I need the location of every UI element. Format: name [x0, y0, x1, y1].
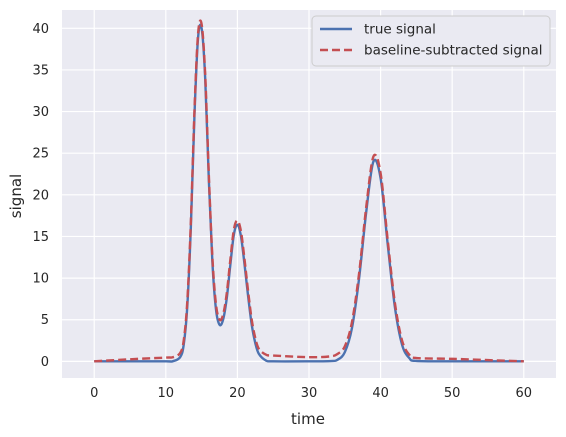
- legend-box: [311, 15, 551, 67]
- y-tick-label: 5: [41, 313, 49, 328]
- y-tick-label: 25: [32, 147, 49, 162]
- y-tick-label: 20: [32, 188, 49, 203]
- legend-baseline-subtracted-label: baseline-subtracted signal: [364, 43, 543, 59]
- x-tick-label: 40: [372, 386, 389, 401]
- y-tick-label: 0: [41, 355, 49, 370]
- x-tick-label: 20: [229, 386, 246, 401]
- y-tick-label: 40: [32, 22, 49, 37]
- x-tick-label: 0: [90, 386, 98, 401]
- x-tick-label: 50: [444, 386, 461, 401]
- baseline-subtracted-signal-line: [94, 19, 524, 363]
- x-tick-label: 60: [516, 386, 533, 401]
- legend: true signal baseline-subtracted signal: [311, 15, 551, 67]
- y-axis-label: signal: [7, 174, 25, 218]
- y-tick-label: 15: [32, 230, 49, 245]
- x-axis-label: time: [291, 410, 325, 428]
- legend-true-signal-label: true signal: [364, 22, 436, 38]
- y-tick-label: 35: [32, 63, 49, 78]
- y-tick-label: 10: [32, 272, 49, 287]
- x-tick-labels: 0 10 20 30 40 50 60: [90, 386, 532, 401]
- x-tick-label: 10: [158, 386, 175, 401]
- y-tick-label: 30: [32, 105, 49, 120]
- series-layer: [94, 19, 524, 363]
- y-tick-labels: 0 5 10 15 20 25 30 35 40: [32, 22, 49, 370]
- x-tick-label: 30: [301, 386, 318, 401]
